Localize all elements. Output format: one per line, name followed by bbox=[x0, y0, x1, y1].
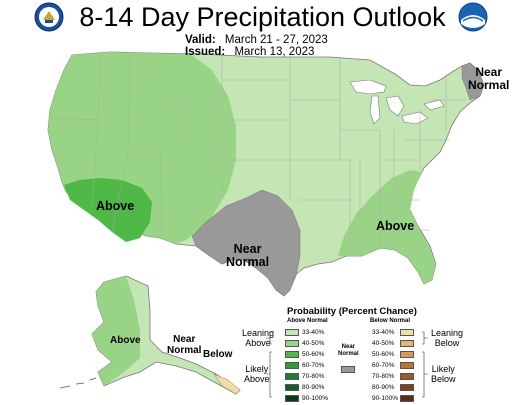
legend-above-range-2: 50-60% bbox=[302, 350, 325, 358]
legend-above-range-0: 33-40% bbox=[302, 328, 325, 336]
legend-below-swatch-6 bbox=[400, 395, 414, 402]
legend-above-swatch-6 bbox=[285, 395, 299, 402]
legend-title: Probability (Percent Chance) bbox=[287, 306, 417, 317]
legend-below-range-0: 33-40% bbox=[372, 328, 395, 336]
legend-below-swatch-4 bbox=[400, 373, 414, 380]
legend-likely-above: Likely Above bbox=[244, 364, 270, 384]
legend-above-range-3: 60-70% bbox=[302, 361, 325, 369]
legend-above-range-1: 40-50% bbox=[302, 339, 325, 347]
noaa-logo-icon bbox=[458, 2, 488, 32]
label-southern-plains: Near Normal bbox=[226, 242, 270, 269]
legend-below-header: Below Normal bbox=[370, 318, 411, 324]
great-lakes bbox=[349, 79, 445, 125]
valid-dates: Valid: March 21 - 27, 2023 bbox=[185, 34, 328, 46]
legend-leaning-below: Leaning Below bbox=[431, 328, 464, 348]
label-southwest: Above bbox=[96, 199, 135, 213]
legend-below-range-6: 90-100% bbox=[372, 394, 399, 402]
legend-below-swatch-2 bbox=[400, 351, 414, 358]
label-alaska-panhandle: Below bbox=[203, 349, 233, 360]
legend-below-range-2: 50-60% bbox=[372, 350, 395, 358]
state-borders bbox=[49, 52, 466, 256]
valid-value: March 21 - 27, 2023 bbox=[224, 34, 328, 46]
southeast-above-normal-40-50 bbox=[338, 170, 436, 284]
northeast-near-normal bbox=[461, 62, 485, 101]
label-southeast: Above bbox=[376, 219, 415, 233]
legend-above-range-5: 80-90% bbox=[302, 383, 325, 391]
legend-above-swatch-5 bbox=[285, 384, 299, 391]
page-title: 8-14 Day Precipitation Outlook bbox=[79, 2, 446, 32]
label-alaska-west: Above bbox=[110, 335, 141, 346]
legend-below-swatch-3 bbox=[400, 362, 414, 369]
valid-label: Valid: bbox=[185, 34, 216, 46]
southern-plains-near-normal bbox=[191, 189, 301, 297]
issued-date: Issued: March 13, 2023 bbox=[185, 46, 314, 58]
label-alaska-south: Near Normal bbox=[167, 334, 202, 356]
alaska-panhandle bbox=[213, 373, 241, 395]
legend-below-range-3: 60-70% bbox=[372, 361, 395, 369]
legend-above-swatch-3 bbox=[285, 362, 299, 369]
legend-below-range-1: 40-50% bbox=[372, 339, 395, 347]
legend-below-swatch-1 bbox=[400, 340, 414, 347]
issued-value: March 13, 2023 bbox=[234, 46, 315, 58]
legend-above-swatch-1 bbox=[285, 340, 299, 347]
legend-below-swatch-0 bbox=[400, 329, 414, 336]
legend-above-header: Above Normal bbox=[287, 318, 328, 324]
legend-below-range-5: 80-90% bbox=[372, 383, 395, 391]
southwest-above-normal-50-60 bbox=[64, 178, 152, 242]
legend-near-header: Near Normal bbox=[338, 344, 359, 357]
legend-above-range-4: 70-80% bbox=[302, 372, 325, 380]
legend-above-swatch-2 bbox=[285, 351, 299, 358]
legend-above-swatch-4 bbox=[285, 373, 299, 380]
issued-label: Issued: bbox=[185, 46, 226, 58]
alaska-above-normal-40-50 bbox=[92, 276, 140, 386]
legend-above-range-6: 90-100% bbox=[302, 394, 329, 402]
legend-above-swatch-0 bbox=[285, 329, 299, 336]
legend-below-swatch-5 bbox=[400, 384, 414, 391]
legend-below-range-4: 70-80% bbox=[372, 372, 395, 380]
aleutian-islands bbox=[59, 377, 97, 389]
legend-leaning-above: Leaning Above bbox=[242, 328, 275, 348]
legend-near-swatch bbox=[341, 366, 355, 373]
legend-likely-below: Likely Below bbox=[431, 364, 456, 384]
doc-seal-icon bbox=[34, 2, 64, 32]
label-northeast: Near Normal bbox=[468, 65, 510, 92]
